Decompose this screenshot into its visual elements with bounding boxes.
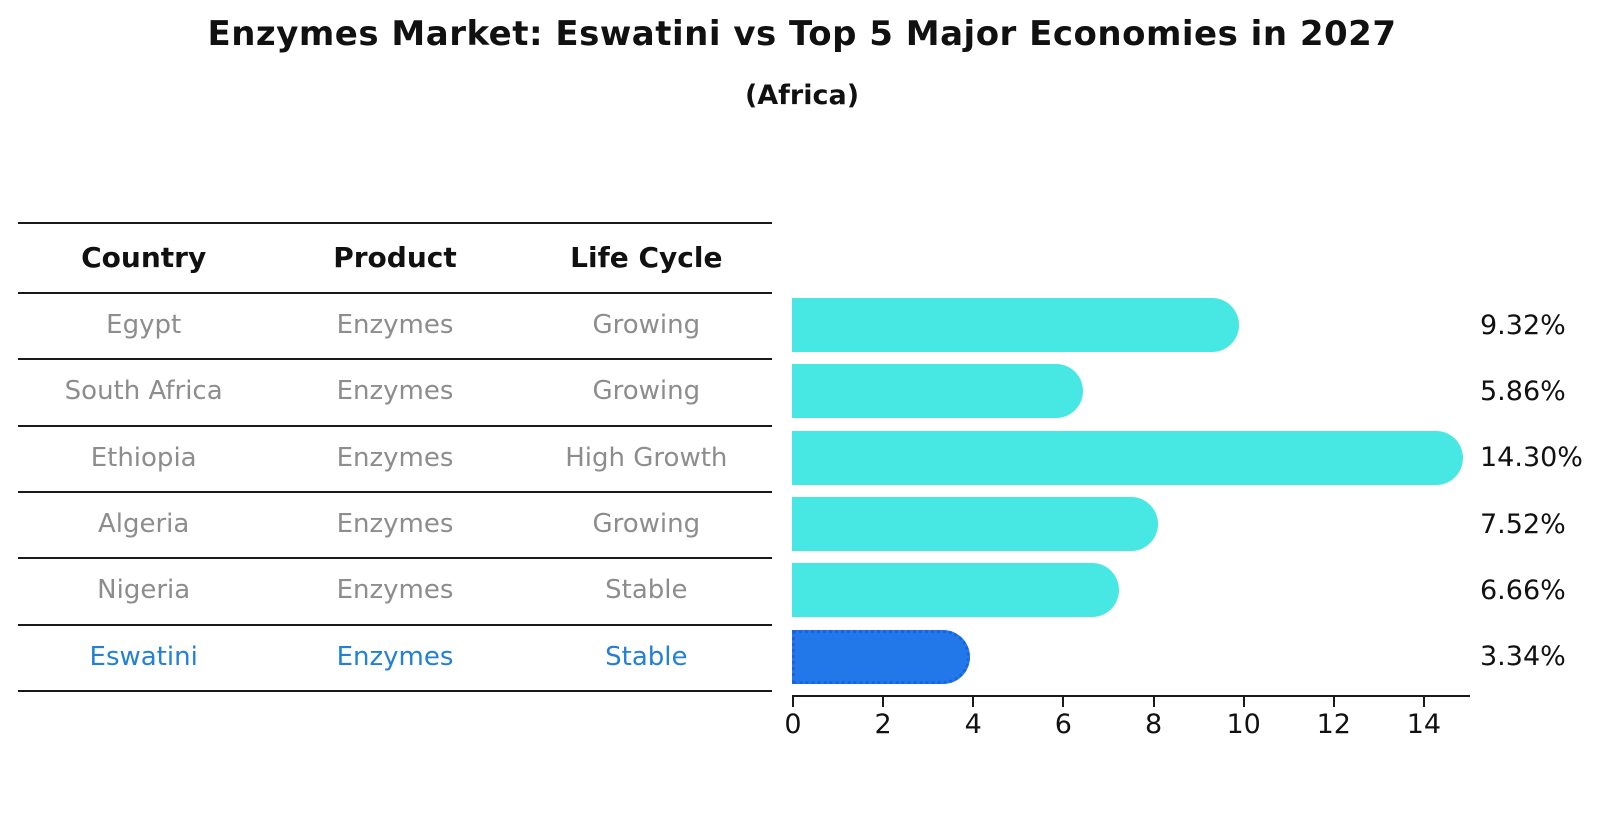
table-cell-country: South Africa <box>64 376 223 407</box>
x-axis-tick-label: 0 <box>784 709 802 740</box>
bar-eswatini <box>792 629 970 684</box>
chart-title: Enzymes Market: Eswatini vs Top 5 Major … <box>207 14 1397 54</box>
value-label: 7.52% <box>1480 508 1566 540</box>
table-cell-life-cycle: Growing <box>592 376 701 407</box>
x-axis-tick-label: 14 <box>1406 709 1442 740</box>
table-cell-country: Egypt <box>106 310 182 341</box>
chart-subtitle: (Africa) <box>744 80 860 111</box>
table-rule <box>18 424 772 427</box>
table-cell-life-cycle: Stable <box>605 575 688 606</box>
x-axis-tick-label: 10 <box>1226 709 1261 740</box>
bar-egypt <box>792 298 1240 353</box>
bar-algeria <box>792 497 1158 552</box>
table-rule <box>18 358 772 361</box>
table-row: Ethiopia Enzymes High Growth <box>18 425 772 491</box>
table-row: Eswatini Enzymes Stable <box>18 624 772 690</box>
table-cell-life-cycle: Stable <box>605 641 688 672</box>
table-header-country: Country <box>81 240 207 274</box>
value-label: 3.34% <box>1480 641 1566 673</box>
table-cell-product: Enzymes <box>336 575 454 606</box>
x-axis-tick <box>972 697 975 707</box>
x-axis-tick-label: 6 <box>1054 709 1072 740</box>
value-label: 6.66% <box>1480 574 1566 606</box>
x-axis-tick <box>792 697 794 707</box>
table-cell-product: Enzymes <box>336 442 454 473</box>
table-cell-country: Nigeria <box>97 575 191 606</box>
bar-ethiopia <box>792 430 1464 485</box>
table-row: Algeria Enzymes Growing <box>18 491 772 557</box>
table-cell-product: Enzymes <box>336 376 454 407</box>
table-header-life-cycle: Life Cycle <box>570 240 723 274</box>
table-rule <box>18 557 772 560</box>
table-row: South Africa Enzymes Growing <box>18 358 772 424</box>
table-cell-product: Enzymes <box>336 310 454 341</box>
x-axis-tick-label: 4 <box>964 709 982 740</box>
value-label: 5.86% <box>1480 375 1566 407</box>
table-row: Nigeria Enzymes Stable <box>18 557 772 623</box>
value-label: 14.30% <box>1480 442 1583 474</box>
value-label: 9.32% <box>1480 309 1566 341</box>
x-axis-tick <box>1422 697 1425 707</box>
table-rule <box>18 292 772 294</box>
table-cell-country: Algeria <box>97 509 190 540</box>
table-header-row: Country Product Life Cycle <box>18 222 772 292</box>
table-cell-product: Enzymes <box>336 641 454 672</box>
x-axis-tick <box>1242 697 1245 707</box>
table-rule <box>18 222 772 224</box>
table-header-product: Product <box>333 240 457 274</box>
x-axis-tick <box>882 697 885 707</box>
table-cell-country: Eswatini <box>89 641 198 672</box>
table-rule <box>18 490 772 493</box>
table-rule <box>18 689 772 692</box>
x-axis-tick <box>1062 697 1065 707</box>
table-cell-country: Ethiopia <box>90 442 197 473</box>
table-cell-life-cycle: High Growth <box>565 442 728 473</box>
table-rule <box>18 623 772 626</box>
table-row: Egypt Enzymes Growing <box>18 292 772 358</box>
bar-nigeria <box>792 563 1120 618</box>
table-cell-life-cycle: Growing <box>592 310 701 341</box>
table-cell-life-cycle: Growing <box>592 509 701 540</box>
bar-south-africa <box>792 364 1084 419</box>
x-axis-tick-label: 8 <box>1144 709 1163 740</box>
x-axis <box>792 695 1470 697</box>
x-axis-tick <box>1152 697 1155 707</box>
x-axis-tick-label: 12 <box>1316 709 1351 740</box>
table-cell-product: Enzymes <box>336 509 454 540</box>
x-axis-tick <box>1332 697 1335 707</box>
x-axis-tick-label: 2 <box>874 709 892 740</box>
